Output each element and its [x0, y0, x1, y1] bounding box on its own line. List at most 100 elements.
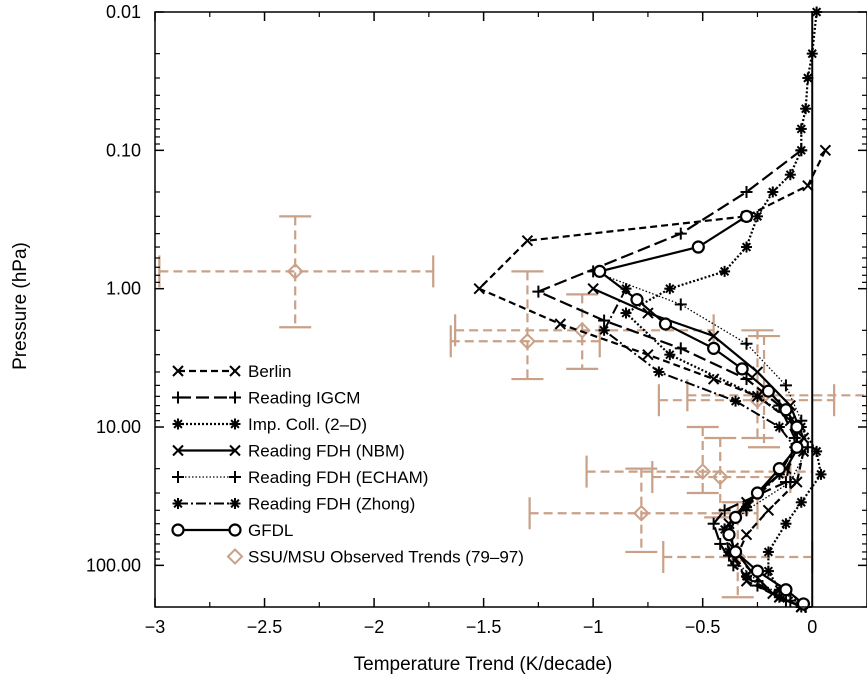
observed-trend	[651, 436, 792, 519]
data-point	[658, 317, 673, 331]
data-point	[740, 337, 753, 350]
data-point	[642, 307, 654, 319]
data-point	[521, 234, 534, 247]
legend-item: Reading IGCM	[172, 389, 360, 408]
series-line	[624, 11, 823, 605]
data-point	[779, 379, 792, 392]
data-point	[229, 365, 241, 377]
legend-label: Reading FDH (Zhong)	[248, 495, 415, 514]
data-point	[741, 570, 753, 582]
data-point	[226, 548, 244, 565]
data-point	[642, 348, 654, 361]
data-point	[674, 298, 687, 311]
y-axis-label: Pressure (hPa)	[10, 242, 31, 370]
data-point	[795, 144, 807, 156]
data-point	[229, 418, 241, 430]
data-point	[749, 391, 766, 409]
data-point	[819, 144, 832, 157]
data-point	[229, 444, 241, 457]
data-point	[750, 564, 765, 578]
data-point	[791, 476, 803, 488]
data-point	[790, 440, 804, 454]
data-point	[751, 210, 763, 222]
data-point	[795, 496, 807, 508]
data-point	[779, 583, 793, 597]
legend-item: Reading FDH (ECHAM)	[172, 468, 428, 487]
data-point	[171, 523, 185, 537]
legend-label: Reading IGCM	[248, 389, 360, 408]
data-point	[740, 185, 753, 198]
data-point	[795, 123, 807, 135]
data-point	[229, 498, 241, 509]
data-point	[728, 545, 743, 559]
axes: −3 −2.5 −2 −1.5 −1 −0.5 0 0.01 0.10 1.00 10.00 100.…	[86, 2, 867, 637]
data-point	[707, 517, 720, 530]
data-point	[750, 486, 765, 500]
data-point	[620, 307, 632, 319]
data-point	[593, 264, 607, 278]
data-point	[707, 341, 721, 355]
observed-trend	[686, 334, 867, 449]
data-point	[718, 504, 731, 517]
x-axis-label: Temperature Trend (K/decade)	[354, 654, 613, 675]
data-point	[728, 510, 743, 524]
data-point	[719, 265, 731, 277]
data-point	[228, 523, 242, 537]
data-point	[711, 468, 729, 486]
y-tick-label: 1.00	[106, 279, 141, 299]
data-point	[741, 501, 753, 513]
data-point	[796, 597, 811, 611]
x-tick-label: −1.5	[466, 617, 502, 637]
legend-item: Reading FDH (NBM)	[172, 442, 405, 461]
data-point	[587, 282, 599, 295]
data-point	[532, 285, 545, 298]
data-point	[694, 463, 712, 481]
y-tick-label: 100.00	[86, 555, 141, 575]
y-tick-label: 0.10	[106, 140, 141, 160]
data-point	[172, 498, 184, 509]
data-point	[784, 169, 796, 181]
legend-label: GFDL	[248, 521, 293, 540]
data-point	[784, 476, 797, 489]
x-tick-label: 0	[807, 617, 817, 637]
data-point	[674, 342, 687, 355]
legend-item: Reading FDH (Zhong)	[172, 495, 415, 514]
series-6	[593, 209, 811, 611]
data-point	[735, 362, 749, 376]
data-point	[554, 318, 566, 330]
data-point	[751, 366, 764, 378]
x-tick-label: −1	[583, 617, 604, 637]
series-line	[592, 270, 809, 602]
data-point	[172, 365, 184, 377]
data-point	[632, 504, 650, 522]
data-point	[751, 390, 763, 402]
x-tick-label: −3	[145, 617, 166, 637]
legend-item: Imp. Coll. (2–D)	[172, 415, 367, 434]
data-point	[802, 179, 814, 192]
legend: Berlin Reading IGCM Imp. Coll. (2–D) Readin…	[171, 362, 524, 567]
data-point	[630, 293, 644, 307]
legend-label: Berlin	[248, 362, 291, 381]
data-point	[779, 403, 793, 417]
legend-label: SSU/MSU Observed Trends (79–97)	[248, 548, 524, 567]
y-tick-label: 10.00	[96, 417, 141, 437]
data-point	[714, 537, 727, 550]
series-layer	[473, 6, 832, 613]
data-point	[740, 528, 753, 541]
data-point	[772, 462, 786, 476]
y-tick-label: 0.01	[106, 2, 141, 22]
data-point	[727, 559, 740, 572]
plot-frame	[154, 11, 867, 608]
data-point	[172, 471, 184, 483]
data-point	[473, 282, 485, 295]
data-point	[730, 395, 742, 407]
data-point	[664, 283, 676, 295]
data-point	[739, 209, 754, 223]
data-point	[286, 262, 304, 280]
data-point	[172, 444, 184, 457]
data-point	[674, 227, 687, 240]
x-tick-label: −2	[364, 617, 385, 637]
data-point	[790, 420, 804, 434]
